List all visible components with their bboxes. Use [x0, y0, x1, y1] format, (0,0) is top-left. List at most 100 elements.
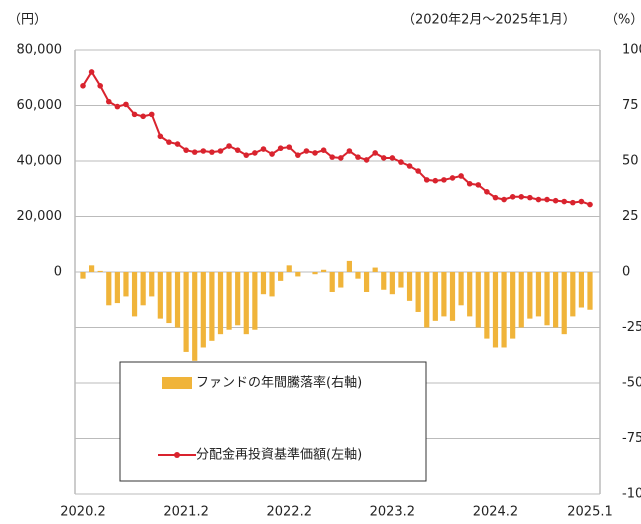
- bar: [106, 272, 112, 306]
- line-point: [441, 177, 447, 183]
- line-point: [295, 152, 301, 158]
- line-point: [312, 150, 318, 156]
- line-point: [277, 145, 284, 152]
- y2-unit: （%）: [605, 13, 641, 28]
- bar: [217, 272, 224, 335]
- y2-tick-label: 0: [622, 265, 630, 280]
- x-tick-label: 2022.2: [266, 505, 312, 520]
- bar: [174, 272, 181, 328]
- bar: [518, 272, 524, 328]
- bar: [260, 272, 267, 295]
- y-tick-label: 20,000: [17, 209, 63, 224]
- y2-tick-label: -100: [622, 487, 641, 502]
- line-point: [209, 149, 215, 155]
- bar: [321, 269, 327, 272]
- line-point: [337, 155, 344, 161]
- line-point: [570, 199, 576, 206]
- line-point: [423, 177, 430, 183]
- bar: [458, 272, 464, 306]
- line-point: [587, 201, 593, 208]
- bar: [578, 272, 585, 308]
- bar: [209, 272, 215, 341]
- bar: [372, 267, 378, 272]
- bar: [286, 265, 292, 272]
- line-point: [484, 189, 490, 195]
- bar: [501, 272, 507, 348]
- y2-tick-label: -75: [622, 431, 641, 446]
- bar: [157, 272, 163, 319]
- line-point: [183, 147, 189, 153]
- bar: [535, 272, 542, 317]
- bar: [269, 272, 275, 297]
- y2-tick-label: 25: [622, 209, 639, 224]
- bar: [406, 272, 413, 301]
- bar: [295, 272, 301, 277]
- line-point: [398, 159, 404, 165]
- bar: [553, 272, 559, 328]
- line-point: [174, 141, 181, 147]
- bar: [235, 272, 241, 326]
- line-point: [191, 149, 198, 155]
- bar: [415, 272, 421, 312]
- line-point: [200, 148, 207, 154]
- line-point: [131, 111, 138, 118]
- y-tick-label: 0: [54, 265, 62, 280]
- bar: [278, 272, 284, 281]
- legend-marker: [174, 452, 180, 458]
- bar: [312, 272, 318, 275]
- legend-label: ファンドの年間騰落率(右軸): [196, 375, 362, 391]
- line-point: [380, 155, 387, 161]
- bar: [338, 272, 344, 288]
- bar: [346, 260, 352, 272]
- line-point: [518, 193, 525, 200]
- line-point: [535, 196, 542, 203]
- line-point: [329, 154, 336, 160]
- bar: [149, 272, 155, 297]
- bar: [192, 272, 198, 361]
- line-point: [346, 148, 353, 154]
- line-point: [80, 82, 86, 89]
- line-point: [234, 147, 241, 153]
- line-point: [97, 82, 103, 89]
- y-tick-label: 40,000: [17, 154, 63, 169]
- line-point: [148, 111, 155, 118]
- bar: [114, 272, 120, 304]
- line-point: [527, 194, 533, 201]
- bar: [467, 272, 473, 317]
- bar: [544, 272, 550, 326]
- bar: [441, 272, 447, 317]
- line-point: [114, 103, 121, 110]
- bar: [398, 272, 404, 288]
- line-point: [217, 148, 224, 154]
- bar: [243, 272, 249, 335]
- line-point: [544, 196, 550, 203]
- x-tick-label: 2021.2: [163, 505, 209, 520]
- bar: [484, 272, 490, 339]
- line-point: [269, 151, 275, 157]
- x-tick-label: 2020.2: [60, 505, 106, 520]
- line-point: [260, 146, 267, 152]
- x-tick-label: 2024.2: [473, 505, 519, 520]
- y2-tick-label: 100: [622, 43, 641, 58]
- bar: [381, 272, 387, 290]
- line-point: [372, 150, 378, 156]
- bar: [510, 272, 516, 339]
- line-point: [105, 98, 112, 105]
- subtitle: （2020年2月～2025年1月）: [402, 13, 576, 28]
- bar: [88, 265, 95, 272]
- line-point: [432, 177, 439, 184]
- line-point: [492, 194, 499, 201]
- line-point: [578, 198, 585, 205]
- line-point: [509, 193, 516, 200]
- line-point: [123, 101, 129, 108]
- bar: [475, 272, 481, 328]
- bar: [432, 272, 438, 321]
- bar: [527, 272, 533, 319]
- line-point: [458, 173, 464, 179]
- bar: [389, 272, 395, 295]
- bar: [329, 272, 335, 292]
- line-point: [561, 198, 568, 205]
- bar: [200, 272, 206, 348]
- bar: [424, 272, 430, 328]
- bar: [226, 272, 232, 330]
